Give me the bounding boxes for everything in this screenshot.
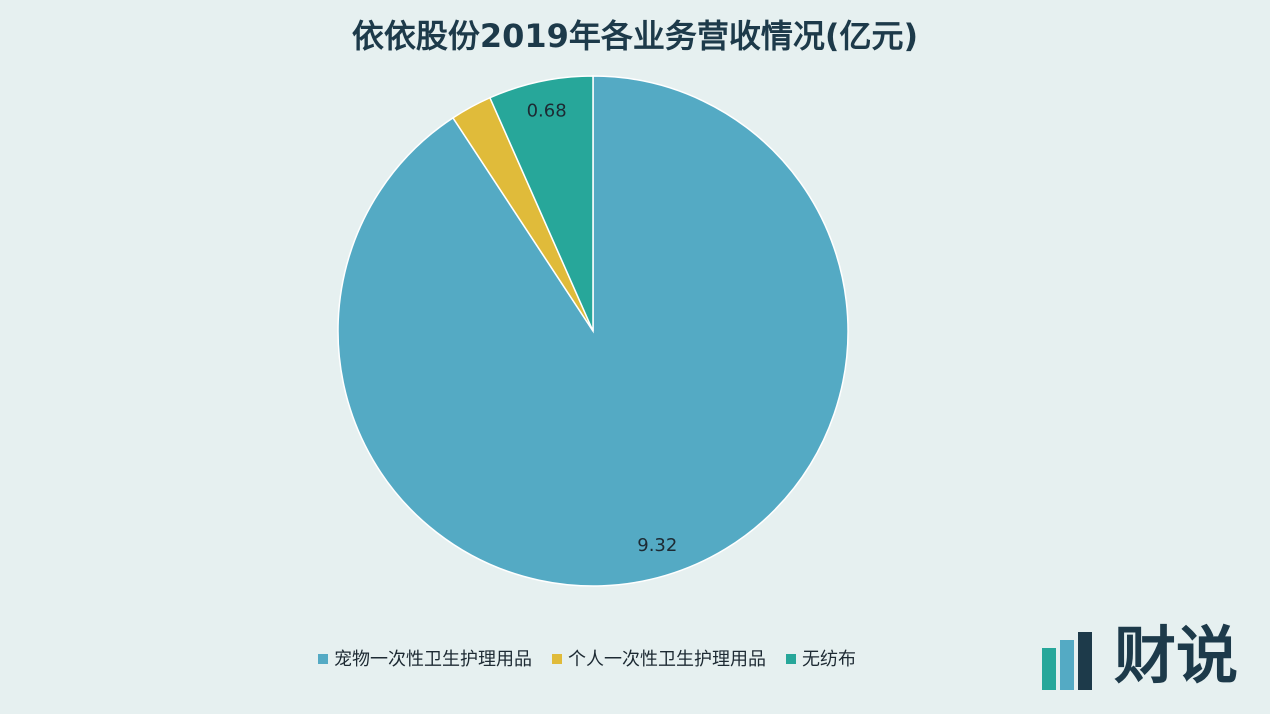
data-label: 0.68 bbox=[527, 100, 567, 121]
logo-bar bbox=[1078, 632, 1092, 690]
data-label: 9.32 bbox=[637, 535, 677, 556]
chart-title: 依依股份2019年各业务营收情况(亿元) bbox=[352, 17, 918, 55]
legend-label: 无纺布 bbox=[802, 649, 856, 670]
brand-text: 财说 bbox=[1114, 619, 1238, 692]
legend-swatch bbox=[786, 654, 796, 664]
logo-bar bbox=[1060, 640, 1074, 690]
legend-label: 个人一次性卫生护理用品 bbox=[568, 649, 766, 670]
legend-label: 宠物一次性卫生护理用品 bbox=[334, 649, 532, 670]
legend-swatch bbox=[318, 654, 328, 664]
legend-swatch bbox=[552, 654, 562, 664]
logo-bar bbox=[1042, 648, 1056, 690]
pie-slice bbox=[488, 75, 594, 332]
brand-logo: 财说 bbox=[1042, 619, 1238, 692]
pie-slice bbox=[337, 75, 849, 587]
